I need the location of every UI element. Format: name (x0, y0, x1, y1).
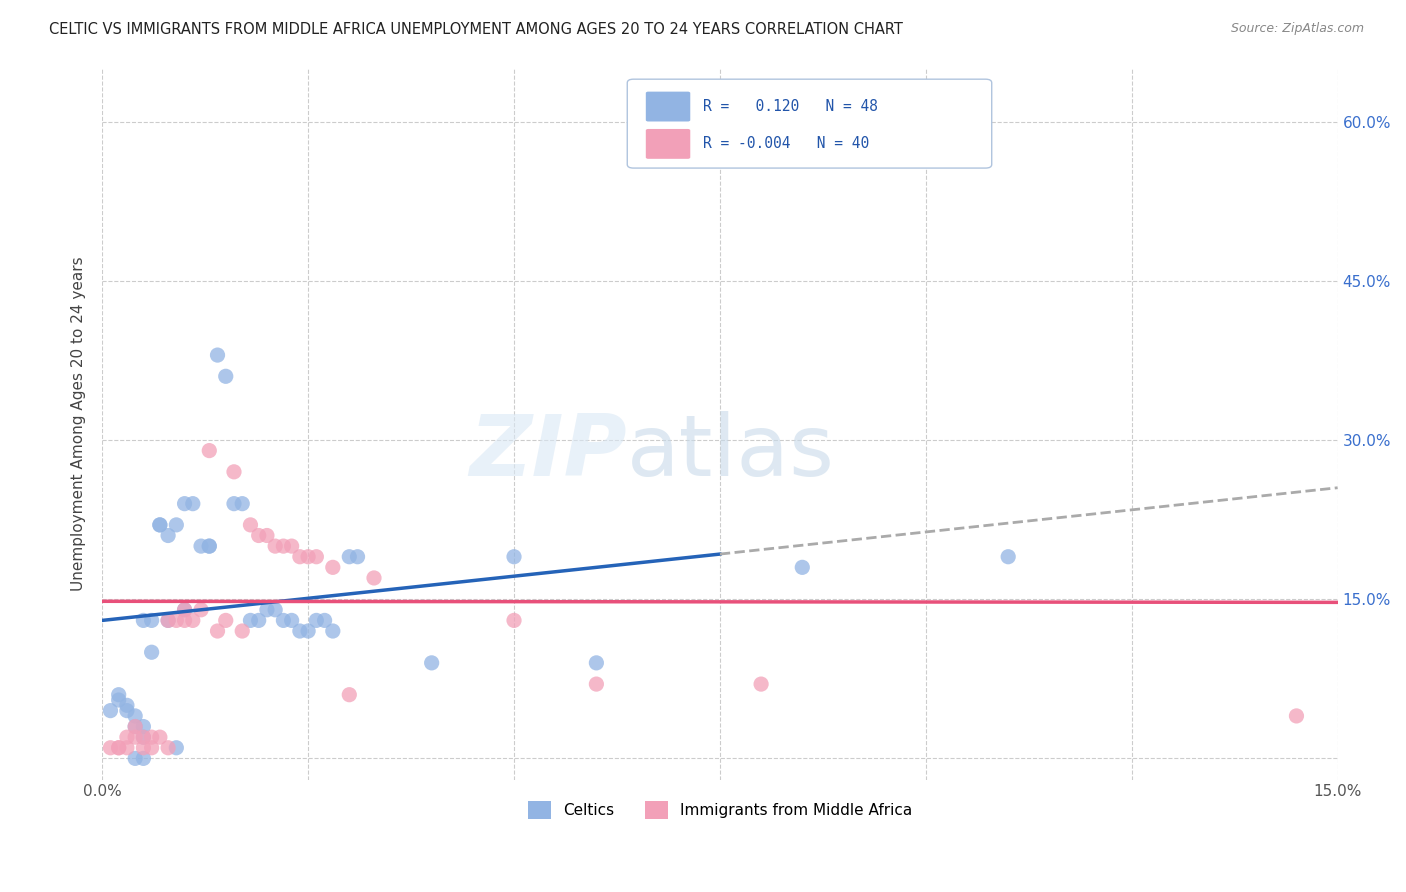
Point (149, 517, 172, 532)
Point (107, 740, 129, 755)
Text: R = -0.004   N = 40: R = -0.004 N = 40 (703, 136, 869, 152)
Point (132, 614, 155, 628)
Point (165, 614, 187, 628)
Point (264, 539, 287, 553)
Point (190, 603, 212, 617)
Point (256, 603, 278, 617)
Point (297, 624, 319, 638)
Point (107, 693, 129, 707)
Point (124, 709, 146, 723)
Point (124, 720, 146, 734)
Point (322, 624, 344, 638)
Point (247, 614, 270, 628)
Point (141, 645, 163, 659)
Point (149, 517, 172, 532)
Point (173, 603, 195, 617)
Text: Source: ZipAtlas.com: Source: ZipAtlas.com (1230, 22, 1364, 36)
Point (115, 704, 138, 718)
Point (124, 730, 146, 744)
Point (181, 614, 204, 628)
Point (132, 751, 155, 765)
Point (181, 497, 204, 511)
Point (231, 497, 253, 511)
Legend: Celtics, Immigrants from Middle Africa: Celtics, Immigrants from Middle Africa (522, 795, 918, 825)
Point (222, 497, 245, 511)
Point (124, 720, 146, 734)
Point (997, 549, 1019, 564)
Point (322, 560, 344, 574)
Point (273, 614, 295, 628)
Text: R =   0.120   N = 48: R = 0.120 N = 48 (703, 99, 877, 114)
Text: CELTIC VS IMMIGRANTS FROM MIDDLE AFRICA UNEMPLOYMENT AMONG AGES 20 TO 24 YEARS C: CELTIC VS IMMIGRANTS FROM MIDDLE AFRICA … (49, 22, 903, 37)
Point (207, 348, 229, 362)
Point (314, 614, 336, 628)
Point (124, 751, 146, 765)
Point (190, 539, 212, 553)
Point (273, 539, 295, 553)
Point (239, 614, 262, 628)
Point (141, 740, 163, 755)
Point (297, 549, 319, 564)
Point (132, 720, 155, 734)
Point (363, 571, 385, 585)
Point (288, 549, 311, 564)
Point (198, 539, 221, 553)
Point (280, 539, 302, 553)
Point (280, 614, 302, 628)
Point (585, 656, 607, 670)
FancyBboxPatch shape (645, 129, 690, 159)
Point (141, 614, 163, 628)
Point (115, 740, 138, 755)
Point (256, 528, 278, 542)
Point (503, 614, 526, 628)
Point (173, 497, 195, 511)
Point (239, 517, 262, 532)
Point (305, 614, 328, 628)
Point (100, 704, 122, 718)
Point (165, 517, 187, 532)
Point (337, 549, 360, 564)
Point (157, 614, 180, 628)
Point (215, 369, 238, 384)
Point (231, 624, 253, 638)
FancyBboxPatch shape (645, 92, 690, 121)
Point (141, 730, 163, 744)
Text: atlas: atlas (627, 411, 835, 494)
Point (749, 677, 772, 691)
Point (132, 730, 155, 744)
Point (305, 549, 328, 564)
Point (420, 656, 443, 670)
Point (288, 624, 311, 638)
Point (173, 614, 195, 628)
Point (247, 528, 270, 542)
Point (503, 549, 526, 564)
Text: ZIP: ZIP (470, 411, 627, 494)
Point (222, 465, 245, 479)
Point (264, 603, 287, 617)
Point (165, 740, 187, 755)
Point (173, 603, 195, 617)
Point (115, 698, 138, 713)
Point (157, 740, 180, 755)
Point (100, 740, 122, 755)
FancyBboxPatch shape (627, 79, 991, 168)
Point (157, 528, 180, 542)
Point (107, 740, 129, 755)
Point (198, 443, 221, 458)
Point (149, 730, 172, 744)
Point (157, 614, 180, 628)
Point (346, 549, 368, 564)
Point (585, 677, 607, 691)
Point (132, 740, 155, 755)
Y-axis label: Unemployment Among Ages 20 to 24 years: Unemployment Among Ages 20 to 24 years (72, 257, 86, 591)
Point (215, 614, 238, 628)
Point (1285, 709, 1308, 723)
Point (115, 730, 138, 744)
Point (207, 624, 229, 638)
Point (132, 730, 155, 744)
Point (107, 688, 129, 702)
Point (337, 688, 360, 702)
Point (792, 560, 814, 574)
Point (198, 539, 221, 553)
